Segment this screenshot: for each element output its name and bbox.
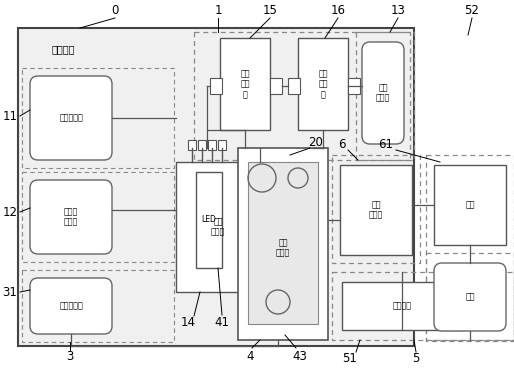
Bar xyxy=(22,270,174,342)
FancyBboxPatch shape xyxy=(30,76,112,160)
Text: 52: 52 xyxy=(465,3,480,17)
Text: 12: 12 xyxy=(3,206,17,218)
Text: 控制电路: 控制电路 xyxy=(393,302,412,310)
Bar xyxy=(218,140,226,150)
Bar xyxy=(176,162,260,292)
Bar xyxy=(22,68,174,168)
Text: 1: 1 xyxy=(214,3,222,17)
Bar xyxy=(426,253,514,341)
Text: 11: 11 xyxy=(3,110,17,122)
Text: 传感器盒: 传感器盒 xyxy=(52,44,76,54)
Bar xyxy=(220,38,270,130)
Bar xyxy=(208,140,216,150)
Bar xyxy=(340,165,412,255)
Text: 5: 5 xyxy=(412,352,420,364)
Bar xyxy=(194,32,414,160)
Bar xyxy=(270,78,282,94)
Text: 微型
电磁阀: 微型 电磁阀 xyxy=(211,217,225,237)
Bar xyxy=(348,78,360,94)
Text: 样品
存储瓶: 样品 存储瓶 xyxy=(376,83,390,103)
Text: 废液存储瓶: 废液存储瓶 xyxy=(59,302,83,310)
Text: 微型
电磁
泵: 微型 电磁 泵 xyxy=(240,69,250,99)
Text: 51: 51 xyxy=(342,352,357,364)
Bar xyxy=(238,148,328,340)
Text: LED: LED xyxy=(201,215,216,225)
FancyBboxPatch shape xyxy=(434,263,506,331)
Text: 20: 20 xyxy=(308,135,323,149)
Bar xyxy=(332,272,514,340)
Bar xyxy=(298,38,348,130)
Bar xyxy=(288,78,300,94)
Text: 试剂存储瓶: 试剂存储瓶 xyxy=(59,113,83,122)
Bar xyxy=(434,165,506,245)
Bar xyxy=(332,155,420,263)
Bar xyxy=(356,32,410,160)
Bar xyxy=(18,28,414,346)
Bar xyxy=(426,155,514,340)
Text: 4: 4 xyxy=(246,350,254,363)
Bar xyxy=(196,172,222,268)
FancyBboxPatch shape xyxy=(362,42,404,144)
Text: 31: 31 xyxy=(3,285,17,299)
Bar xyxy=(188,140,196,150)
Text: 微型
光谱仪: 微型 光谱仪 xyxy=(369,200,383,220)
Bar xyxy=(248,162,318,324)
Bar xyxy=(210,78,222,94)
Bar xyxy=(22,172,174,262)
Bar xyxy=(342,282,462,330)
Text: 15: 15 xyxy=(263,3,278,17)
Bar xyxy=(198,140,206,150)
Text: 16: 16 xyxy=(331,3,345,17)
Text: 微型
电磁
泵: 微型 电磁 泵 xyxy=(318,69,328,99)
Text: 41: 41 xyxy=(214,316,229,328)
Text: 61: 61 xyxy=(378,138,394,150)
Text: 13: 13 xyxy=(391,3,406,17)
FancyBboxPatch shape xyxy=(30,180,112,254)
Text: 空白液
存储瓶: 空白液 存储瓶 xyxy=(64,207,78,227)
Text: 14: 14 xyxy=(180,316,195,328)
Text: 3: 3 xyxy=(66,350,74,363)
Text: 43: 43 xyxy=(292,350,307,363)
Text: 电池: 电池 xyxy=(465,200,475,209)
Text: 电脑: 电脑 xyxy=(465,293,475,302)
FancyBboxPatch shape xyxy=(30,278,112,334)
Text: 0: 0 xyxy=(112,3,119,17)
Text: 芯片
固定架: 芯片 固定架 xyxy=(276,238,290,258)
Text: 6: 6 xyxy=(338,138,346,150)
